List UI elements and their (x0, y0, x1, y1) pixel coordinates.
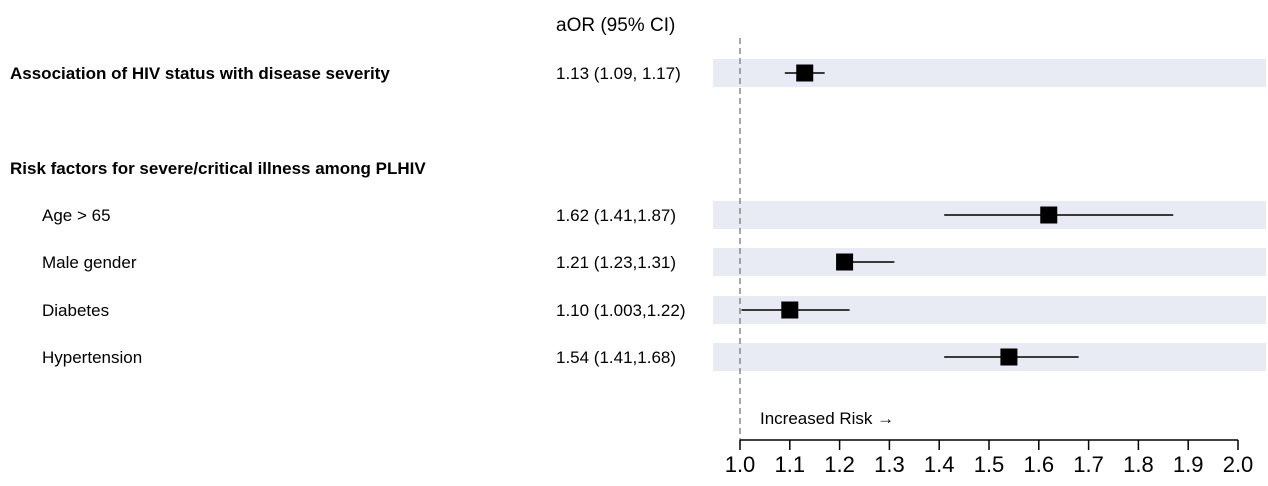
ci-text: 1.10 (1.003,1.22) (556, 301, 685, 320)
estimate-marker (1000, 348, 1018, 366)
column-header: aOR (95% CI) (556, 15, 675, 36)
x-tick-label: 1.8 (1123, 452, 1154, 477)
ci-text: 1.13 (1.09, 1.17) (556, 64, 681, 83)
row-label: Risk factors for severe/critical illness… (10, 159, 426, 178)
row-0: Association of HIV status with disease s… (10, 64, 825, 83)
x-tick-label: 1.3 (874, 452, 905, 477)
row-label: Diabetes (42, 301, 109, 320)
row-label: Hypertension (42, 348, 142, 367)
x-tick-label: 1.2 (824, 452, 855, 477)
x-tick-label: 1.1 (775, 452, 806, 477)
row-4: Diabetes 1.10 (1.003,1.22) (42, 301, 850, 320)
x-tick-label: 1.5 (974, 452, 1005, 477)
ci-text: 1.54 (1.41,1.68) (556, 348, 676, 367)
ci-text: 1.21 (1.23,1.31) (556, 253, 676, 272)
row-5: Hypertension 1.54 (1.41,1.68) (42, 348, 1079, 367)
estimate-marker (1040, 206, 1058, 224)
x-tick-label: 1.0 (725, 452, 756, 477)
row-band (713, 248, 1266, 276)
x-tick-label: 1.6 (1024, 452, 1055, 477)
x-tick-label: 1.4 (924, 452, 955, 477)
row-1: Risk factors for severe/critical illness… (10, 159, 426, 178)
ci-text: 1.62 (1.41,1.87) (556, 206, 676, 225)
estimate-marker (781, 301, 799, 319)
x-tick-label: 1.9 (1173, 452, 1204, 477)
row-label: Age > 65 (42, 206, 111, 225)
row-3: Male gender 1.21 (1.23,1.31) (42, 253, 895, 272)
increased-risk-annotation: Increased Risk → (760, 409, 894, 428)
row-2: Age > 65 1.62 (1.41,1.87) (42, 206, 1174, 225)
estimate-marker (796, 64, 814, 82)
row-label: Association of HIV status with disease s… (10, 64, 390, 83)
x-tick-label: 2.0 (1223, 452, 1254, 477)
estimate-marker (836, 253, 854, 271)
row-label: Male gender (42, 253, 137, 272)
x-tick-label: 1.7 (1073, 452, 1104, 477)
